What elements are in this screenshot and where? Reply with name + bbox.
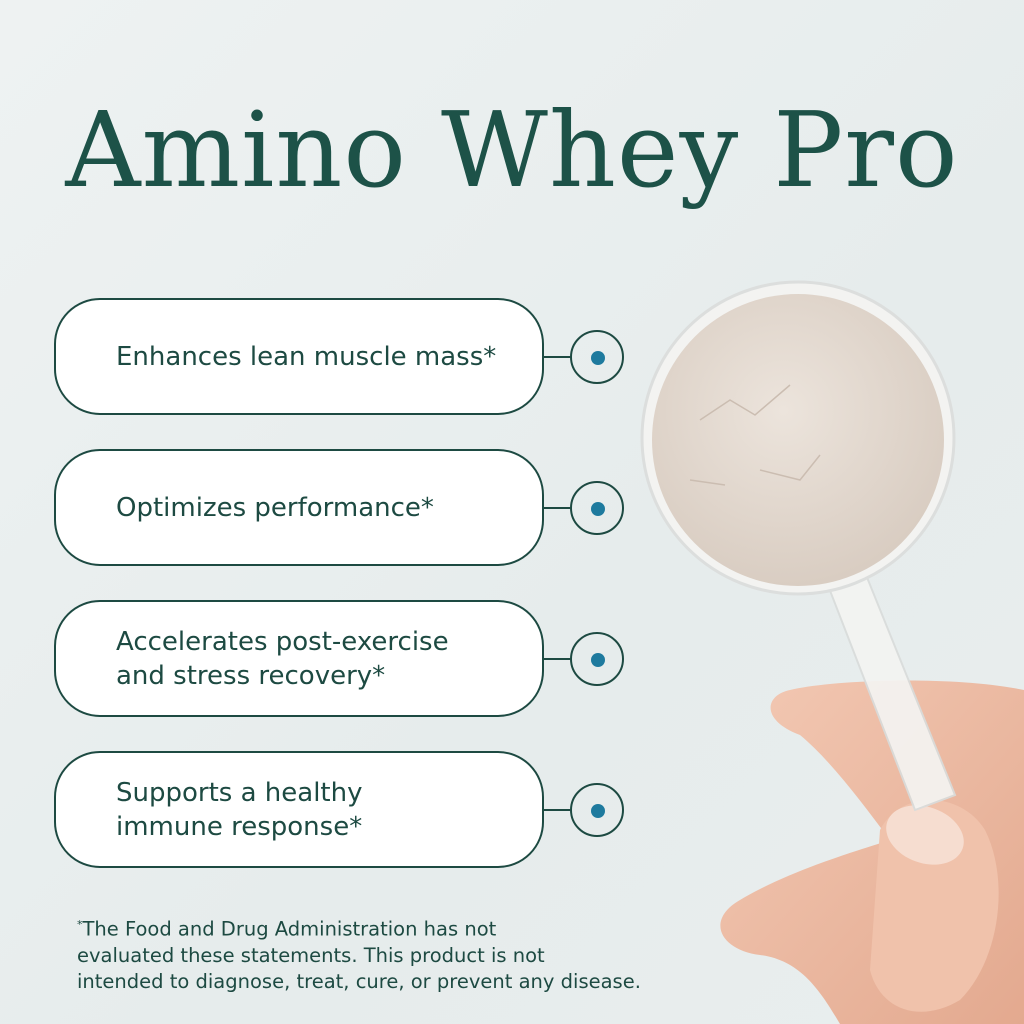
bullet-dot-icon [570, 330, 624, 384]
benefit-text: Supports a healthy immune response* [116, 777, 363, 842]
bullet-dot-icon [570, 783, 624, 837]
bullet-dot-icon [570, 481, 624, 535]
benefit-text: Enhances lean muscle mass* [116, 341, 497, 372]
bullet-dot-icon [570, 632, 624, 686]
hand-icon [720, 680, 1024, 1024]
benefit-text: Accelerates post-exercise and stress rec… [116, 626, 449, 691]
asterisk: * [77, 918, 83, 931]
scoop-icon [640, 280, 957, 812]
benefit-text: Optimizes performance* [116, 492, 434, 523]
disclaimer-text: The Food and Drug Administration has not… [77, 917, 641, 993]
product-title: Amino Whey Pro [65, 89, 959, 211]
fda-disclaimer: *The Food and Drug Administration has no… [77, 912, 641, 995]
